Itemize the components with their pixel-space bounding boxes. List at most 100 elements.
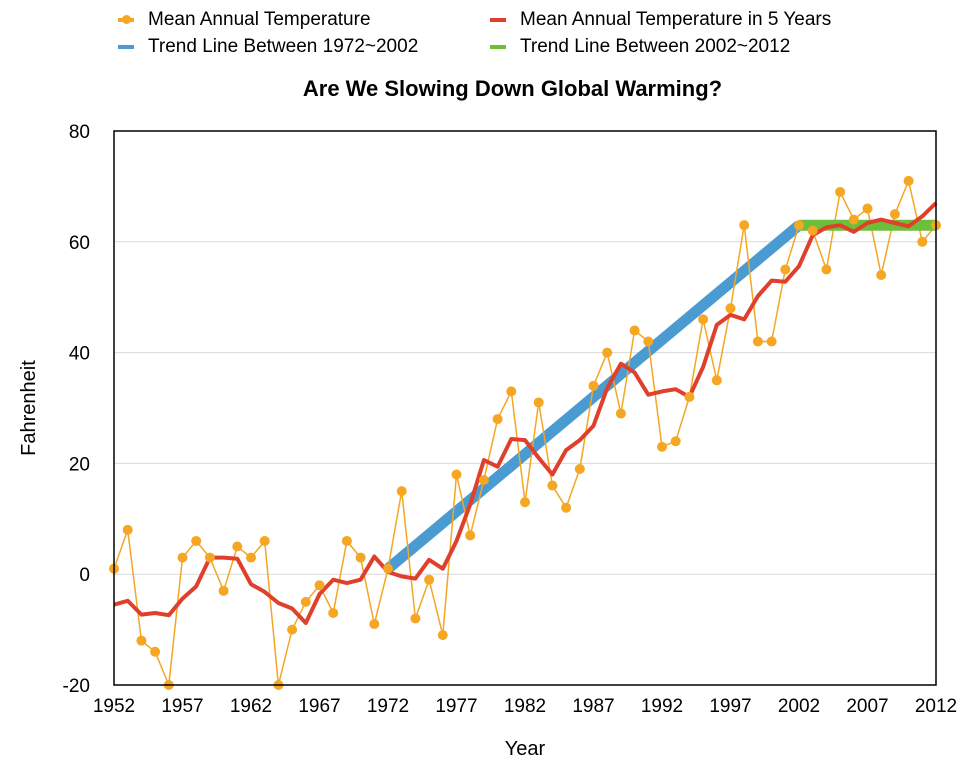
legend-swatch-green: [490, 45, 506, 49]
series-line-trend-1972-2002: [384, 220, 803, 573]
data-point: [807, 225, 818, 236]
data-point: [547, 480, 558, 491]
data-point: [478, 475, 489, 486]
x-tick-label: 1957: [161, 696, 203, 717]
x-axis-label: Year: [505, 738, 546, 760]
y-tick-label: 40: [69, 344, 90, 365]
x-tick-label: 2002: [778, 696, 820, 717]
data-point: [328, 607, 339, 618]
x-tick-label: 1977: [435, 696, 477, 717]
gridlines: [114, 241, 936, 575]
x-tick-label: 1962: [230, 696, 272, 717]
legend-item-mean-annual-temperature-5-years: Mean Annual Temperature in 5 Years: [490, 8, 831, 32]
data-point: [903, 175, 914, 186]
data-point: [218, 585, 229, 596]
data-point: [711, 375, 722, 386]
y-axis-label: Fahrenheit: [18, 360, 40, 456]
y-tick-label: -20: [63, 676, 90, 697]
legend-label: Trend Line Between 1972~2002: [148, 36, 419, 57]
data-point: [204, 552, 215, 563]
x-tick-label: 1997: [709, 696, 751, 717]
legend-item-trend-1972-2002: Trend Line Between 1972~2002: [118, 35, 418, 59]
data-point: [835, 186, 846, 197]
data-point: [451, 469, 462, 480]
data-point: [136, 635, 147, 646]
data-point: [232, 541, 243, 552]
data-point: [848, 214, 859, 225]
legend-label: Mean Annual Temperature in 5 Years: [520, 9, 832, 30]
data-point: [150, 646, 161, 657]
data-point: [588, 380, 599, 391]
series-line-mean-5-years: [113, 201, 938, 625]
data-point: [520, 497, 530, 508]
data-point: [739, 220, 750, 231]
data-point: [629, 325, 640, 336]
data-point: [259, 535, 270, 546]
x-tick-label: 2012: [915, 696, 957, 717]
data-point: [917, 236, 928, 247]
data-point: [506, 386, 517, 397]
data-point: [383, 563, 393, 574]
legend-label: Mean Annual Temperature: [148, 9, 371, 30]
data-point: [794, 220, 804, 231]
data-point: [122, 524, 133, 535]
chart-title: Are We Slowing Down Global Warming?: [302, 76, 723, 101]
x-tick-label: 2007: [846, 696, 888, 717]
data-point: [246, 552, 256, 563]
series-line-mean-annual-temperature: [113, 178, 937, 686]
data-point: [889, 209, 900, 220]
data-point: [643, 336, 654, 347]
data-point: [287, 624, 298, 635]
legend-item-trend-2002-2012: Trend Line Between 2002~2012: [490, 35, 790, 59]
data-point: [684, 391, 695, 402]
legend-swatch-red: [490, 18, 506, 22]
data-point: [314, 580, 325, 591]
data-point: [657, 441, 667, 452]
data-point: [177, 552, 188, 563]
data-point: [876, 270, 887, 281]
data-point: [191, 535, 202, 546]
x-tick-label: 1972: [367, 696, 409, 717]
data-point: [602, 347, 613, 358]
legend-item-mean-annual-temperature: Mean Annual Temperature: [118, 8, 371, 32]
data-point: [355, 552, 366, 563]
legend-swatch-orange: [118, 15, 134, 24]
data-point: [670, 436, 681, 447]
x-tick-label: 1992: [641, 696, 683, 717]
data-point: [533, 397, 544, 408]
data-point: [561, 502, 572, 513]
axis-ticks: -20 0 20 40 60 80 1952 1957 1962 1967 1972 1977 1982…: [63, 122, 958, 717]
data-point: [424, 574, 435, 585]
data-point: [492, 414, 503, 425]
chart-legend: Mean Annual Temperature Mean Annual Temp…: [118, 8, 918, 62]
data-point: [300, 596, 311, 607]
legend-label: Trend Line Between 2002~2012: [520, 36, 791, 57]
x-tick-label: 1982: [504, 696, 546, 717]
data-point: [615, 408, 626, 419]
data-point: [752, 336, 763, 347]
x-tick-label: 1952: [93, 696, 135, 717]
y-tick-label: 80: [69, 122, 90, 143]
data-point: [821, 264, 832, 275]
data-point: [725, 303, 736, 314]
data-point: [574, 463, 585, 474]
plot-frame: [113, 130, 937, 686]
data-point: [698, 314, 709, 325]
y-tick-label: 0: [79, 565, 90, 586]
x-tick-label: 1967: [298, 696, 340, 717]
data-point: [341, 535, 352, 546]
y-tick-label: 20: [69, 454, 90, 475]
data-point: [410, 613, 421, 624]
data-point: [396, 486, 407, 497]
data-point: [862, 203, 873, 214]
data-point: [369, 619, 380, 630]
plot-area: [109, 130, 941, 690]
y-tick-label: 60: [69, 233, 90, 254]
legend-swatch-blue: [118, 45, 134, 49]
data-point: [766, 336, 777, 347]
x-tick-label: 1987: [572, 696, 614, 717]
data-point: [465, 530, 476, 541]
data-point: [780, 264, 791, 275]
data-point: [437, 630, 448, 641]
